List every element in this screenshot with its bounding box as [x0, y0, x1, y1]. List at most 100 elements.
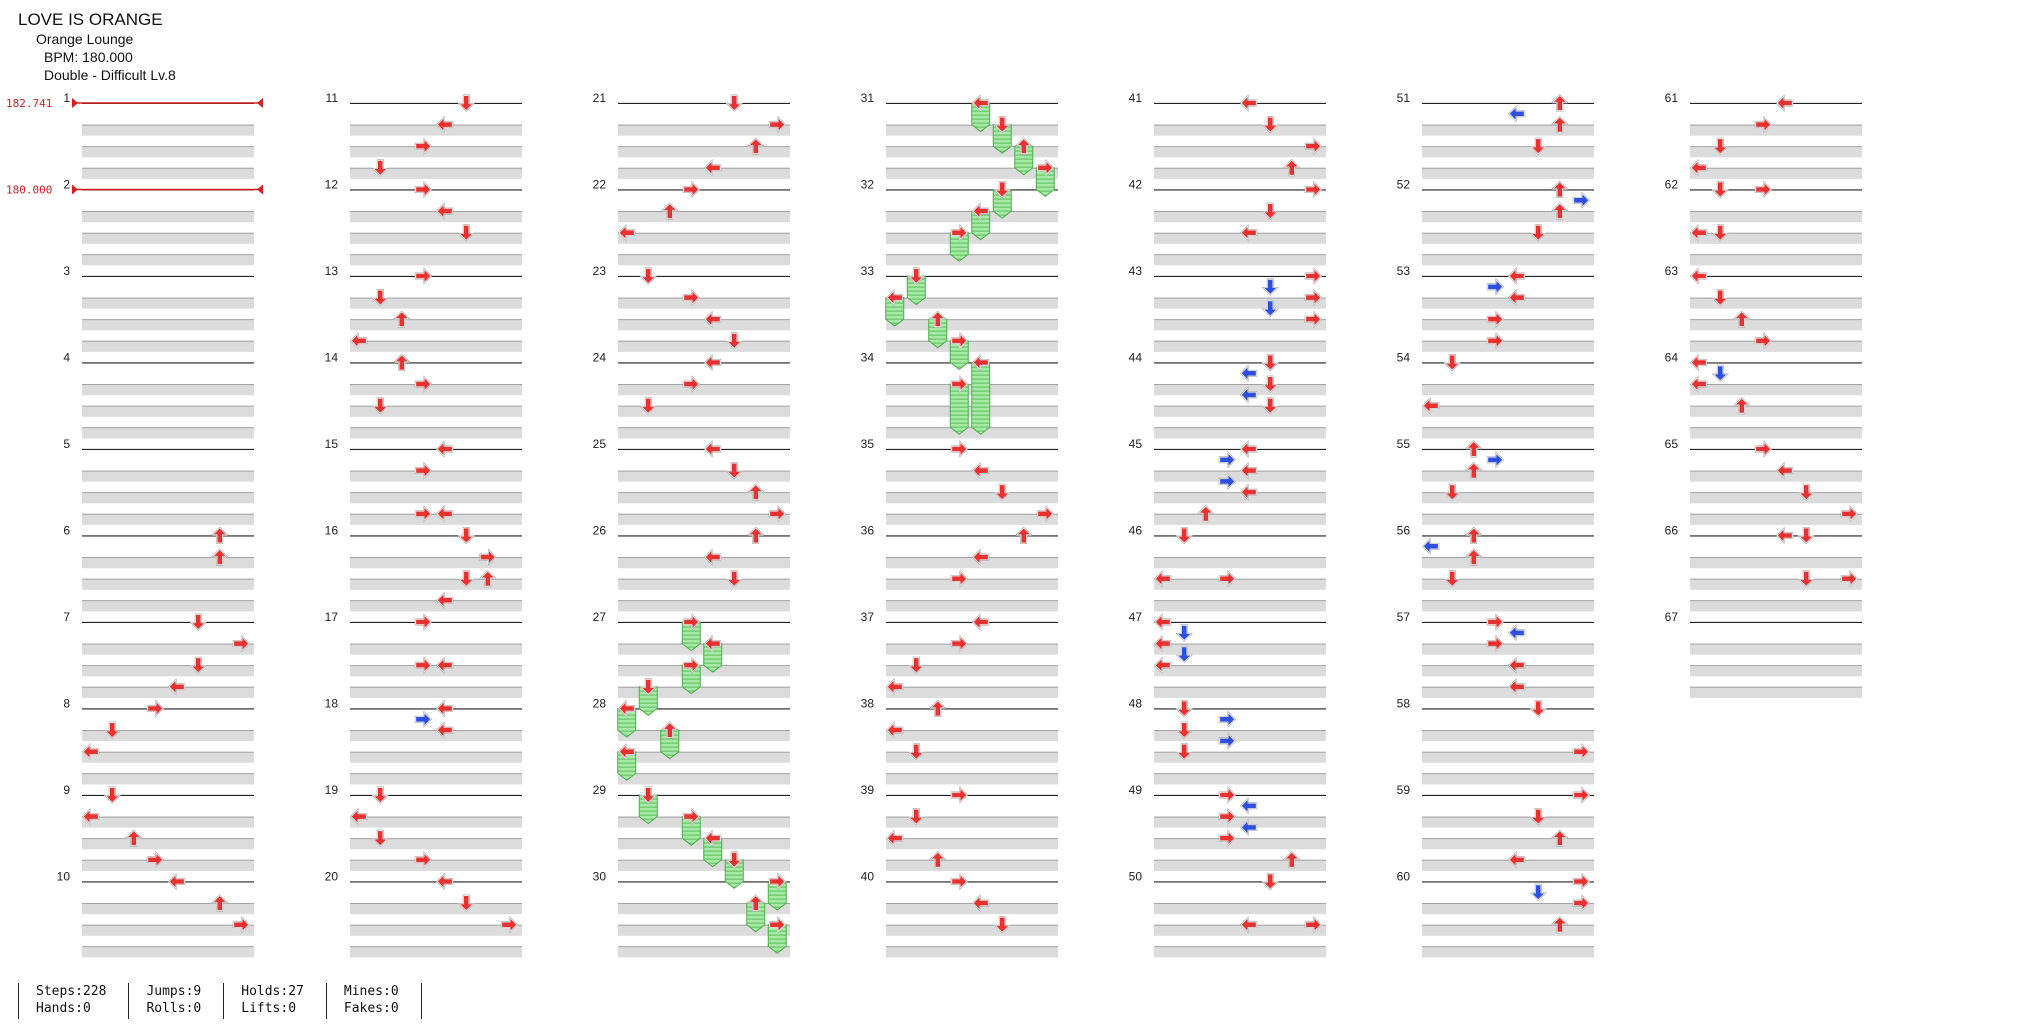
measure-number: 37: [861, 610, 875, 624]
arrow-down-icon: [1175, 624, 1193, 642]
beat-band: [886, 839, 1058, 850]
arrow-left-icon: [435, 699, 454, 718]
arrow-down-icon: [1261, 278, 1279, 296]
song-header: LOVE IS ORANGE Orange Lounge BPM: 180.00…: [18, 10, 176, 84]
beat-band: [350, 947, 522, 958]
beat-band: [618, 947, 790, 958]
arrow-up-icon: [1197, 504, 1215, 523]
arrow-up-icon: [661, 721, 679, 739]
arrow-down-icon: [371, 397, 389, 415]
measure-number: 56: [1397, 524, 1411, 538]
arrow-down-icon: [725, 851, 743, 869]
beat-band: [350, 731, 522, 742]
arrow-down-icon: [189, 613, 207, 631]
arrow-down-icon: [371, 159, 389, 177]
measure-gap: [1422, 536, 1594, 547]
beat-band: [1154, 558, 1326, 569]
arrow-left-icon: [703, 548, 722, 566]
arrow-left-icon: [1421, 396, 1440, 415]
beat-band: [350, 860, 522, 871]
arrow-right-icon: [682, 613, 701, 631]
measure-number: 30: [593, 870, 607, 884]
arrow-down-icon: [1175, 526, 1193, 545]
measure-65: 65: [1665, 437, 1862, 525]
arrow-right-icon: [1036, 505, 1055, 523]
beat-band: [1422, 860, 1594, 871]
arrow-up-icon: [1465, 526, 1483, 545]
beat-band: [886, 925, 1058, 936]
arrow-left-icon: [435, 591, 454, 610]
measure-17: 17: [325, 610, 522, 698]
measure-26: 26: [593, 524, 790, 612]
arrow-right-icon: [1218, 451, 1237, 469]
arrow-left-icon: [1689, 159, 1708, 177]
beat-band: [82, 168, 254, 179]
measure-gap: [350, 882, 522, 893]
arrow-down-icon: [1175, 699, 1193, 718]
beat-band: [618, 666, 790, 677]
arrow-left-icon: [1239, 915, 1258, 934]
beat-band: [1154, 406, 1326, 417]
measure-number: 7: [63, 610, 70, 624]
measure-gap: [1422, 104, 1594, 114]
beat-band: [886, 428, 1058, 439]
measure-12: 12: [325, 178, 522, 266]
arrow-right-icon: [1754, 440, 1773, 458]
beat-band: [1690, 471, 1862, 482]
arrow-down-icon: [371, 289, 389, 307]
arrow-down-icon: [725, 462, 743, 480]
beat-band: [618, 601, 790, 612]
beat-band: [1154, 125, 1326, 136]
beat-band: [1154, 212, 1326, 223]
arrow-left-icon: [971, 202, 990, 220]
arrow-down-icon: [457, 224, 475, 242]
measure-number: 14: [325, 351, 339, 365]
arrow-down-icon: [1711, 180, 1729, 199]
measure-gap: [886, 709, 1058, 720]
arrow-down-icon: [1261, 353, 1279, 372]
measure-number: 10: [57, 870, 71, 884]
arrow-up-icon: [747, 483, 765, 501]
beat-band: [82, 752, 254, 763]
measure-number: 4: [63, 351, 70, 365]
beat-band: [618, 731, 790, 742]
arrow-down-icon: [907, 656, 925, 675]
arrow-right-icon: [1572, 191, 1591, 210]
beat-band: [350, 752, 522, 763]
beat-band: [350, 147, 522, 158]
beat-band: [82, 925, 254, 936]
arrow-right-icon: [1754, 115, 1773, 134]
beat-band: [886, 471, 1058, 482]
beat-band: [1690, 341, 1862, 352]
beat-band: [350, 255, 522, 266]
beat-band: [618, 752, 790, 763]
arrow-up-icon: [747, 894, 765, 912]
measure-gap: [350, 363, 522, 374]
beat-band: [886, 774, 1058, 785]
beat-band: [618, 341, 790, 352]
measure-39: 39: [861, 783, 1058, 871]
beat-band: [350, 320, 522, 331]
beat-band: [1154, 320, 1326, 331]
beat-band: [1422, 147, 1594, 158]
arrow-down-icon: [1261, 375, 1279, 393]
stat-block: Mines:0 Fakes:0: [325, 983, 422, 1019]
measure-number: 31: [861, 91, 875, 105]
arrow-left-icon: [435, 872, 454, 891]
beat-band: [350, 406, 522, 417]
arrow-up-icon: [1465, 548, 1483, 566]
measure-54: 54: [1397, 351, 1594, 439]
arrow-up-icon: [1551, 829, 1569, 847]
measure-47: 47: [1129, 610, 1326, 698]
beat-band: [1690, 147, 1862, 158]
stat-value: Steps:228: [36, 984, 107, 999]
measure-64: 64: [1665, 351, 1862, 439]
beat-band: [618, 428, 790, 439]
beat-band: [350, 687, 522, 698]
arrow-up-icon: [125, 829, 143, 847]
measure-gap: [350, 796, 522, 806]
measure-number: 61: [1665, 91, 1679, 105]
arrow-left-icon: [1507, 288, 1526, 307]
beat-band: [886, 558, 1058, 569]
beat-band: [350, 666, 522, 677]
